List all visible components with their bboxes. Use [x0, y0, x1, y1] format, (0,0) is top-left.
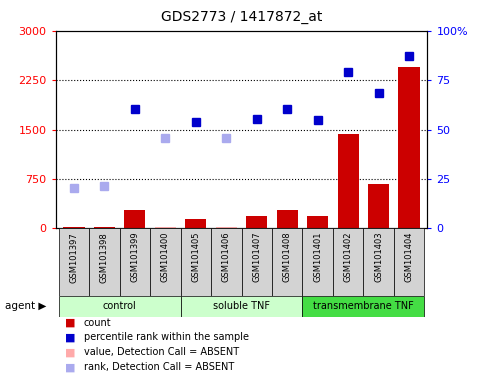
Text: value, Detection Call = ABSENT: value, Detection Call = ABSENT [84, 348, 239, 358]
Bar [398, 67, 420, 228]
Bar [302, 296, 425, 317]
Text: soluble TNF: soluble TNF [213, 301, 270, 311]
Bar [58, 296, 181, 317]
Text: GSM101400: GSM101400 [161, 232, 170, 282]
Text: control: control [103, 301, 136, 311]
Bar [363, 228, 394, 296]
Bar [302, 228, 333, 296]
Text: GSM101399: GSM101399 [130, 232, 139, 283]
Text: count: count [84, 318, 111, 328]
Text: GSM101397: GSM101397 [70, 232, 78, 283]
Text: GSM101406: GSM101406 [222, 232, 231, 283]
Bar [307, 216, 328, 228]
Text: rank, Detection Call = ABSENT: rank, Detection Call = ABSENT [84, 362, 234, 372]
Text: GSM101401: GSM101401 [313, 232, 322, 282]
Text: transmembrane TNF: transmembrane TNF [313, 301, 414, 311]
Text: GSM101398: GSM101398 [100, 232, 109, 283]
Bar [181, 296, 302, 317]
Text: ■: ■ [65, 348, 76, 358]
Bar [211, 228, 242, 296]
Text: GSM101404: GSM101404 [405, 232, 413, 282]
Bar [58, 228, 89, 296]
Bar [242, 228, 272, 296]
Text: GSM101408: GSM101408 [283, 232, 292, 283]
Bar [150, 228, 181, 296]
Bar [181, 228, 211, 296]
Bar [215, 227, 237, 228]
Text: agent ▶: agent ▶ [5, 301, 46, 311]
Bar [89, 228, 120, 296]
Bar [333, 228, 363, 296]
Bar [246, 216, 268, 228]
Bar [94, 227, 115, 228]
Text: GSM101407: GSM101407 [252, 232, 261, 283]
Bar [120, 228, 150, 296]
Text: GDS2773 / 1417872_at: GDS2773 / 1417872_at [161, 10, 322, 23]
Bar [338, 134, 359, 228]
Text: ■: ■ [65, 318, 76, 328]
Bar [394, 228, 425, 296]
Bar [155, 227, 176, 228]
Bar [277, 210, 298, 228]
Bar [272, 228, 302, 296]
Text: percentile rank within the sample: percentile rank within the sample [84, 333, 249, 343]
Bar [63, 227, 85, 228]
Text: GSM101403: GSM101403 [374, 232, 383, 283]
Bar [368, 184, 389, 228]
Text: GSM101405: GSM101405 [191, 232, 200, 282]
Bar [185, 219, 206, 228]
Text: ■: ■ [65, 362, 76, 372]
Bar [124, 210, 145, 228]
Text: ■: ■ [65, 333, 76, 343]
Text: GSM101402: GSM101402 [344, 232, 353, 282]
